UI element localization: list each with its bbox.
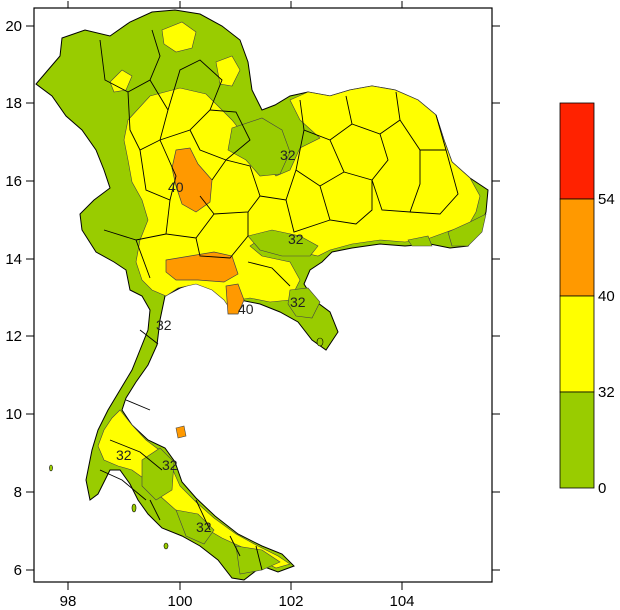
contour-label: 40 (168, 179, 184, 195)
y-tick-label: 14 (5, 251, 22, 268)
y-tick-label: 6 (14, 562, 22, 579)
y-tick-label: 18 (5, 95, 22, 112)
x-tick-label: 98 (60, 593, 77, 610)
colorbar-bin-40-54 (559, 198, 595, 297)
y-axis (26, 25, 500, 571)
colorbar-bin-32-40 (559, 295, 595, 393)
contour-label: 32 (196, 519, 212, 535)
province-boundaries (99, 29, 459, 571)
orange-zone-bangkok (165, 251, 239, 283)
contour-label: 32 (290, 294, 306, 310)
orange-zone-east (225, 283, 245, 315)
contour-label: 40 (238, 301, 254, 317)
colorbar-label: 54 (598, 191, 615, 208)
x-tick-label: 100 (167, 593, 192, 610)
green-zone-3 (287, 287, 321, 319)
contour-label: 32 (280, 147, 296, 163)
green-zone-6 (141, 447, 175, 501)
contour-label: 32 (116, 447, 132, 463)
y-tick-label: 12 (5, 328, 22, 345)
colorbar-bin-54-plus (559, 102, 595, 200)
contour-label: 32 (162, 457, 178, 473)
y-tick-label: 20 (5, 18, 22, 35)
y-tick-label: 10 (5, 406, 22, 423)
y-tick-label: 8 (14, 484, 22, 501)
colorbar-label: 32 (598, 384, 615, 401)
orange-zone-gulf-island (175, 425, 187, 439)
orange-zone-central (171, 147, 213, 213)
yellow-zone-north-2 (215, 55, 241, 87)
islands (49, 337, 324, 550)
colorbar-label: 40 (598, 288, 615, 305)
green-zone-5 (407, 235, 433, 247)
green-zone-2 (247, 229, 319, 257)
green-zone-8 (235, 545, 281, 575)
colorbar-label: 0 (598, 480, 606, 497)
contour-label: 32 (156, 317, 172, 333)
yellow-zone-north-3 (109, 69, 133, 93)
green-zone-4 (447, 213, 487, 247)
x-axis (67, 1, 403, 590)
y-tick-label: 16 (5, 173, 22, 190)
colorbar-bin-0-32 (559, 391, 595, 489)
x-tick-label: 104 (389, 593, 414, 610)
green-zone-7 (175, 509, 215, 545)
contour-label: 32 (288, 231, 304, 247)
x-tick-label: 102 (278, 593, 303, 610)
yellow-zone-north (161, 21, 197, 53)
colorbar (559, 102, 595, 489)
